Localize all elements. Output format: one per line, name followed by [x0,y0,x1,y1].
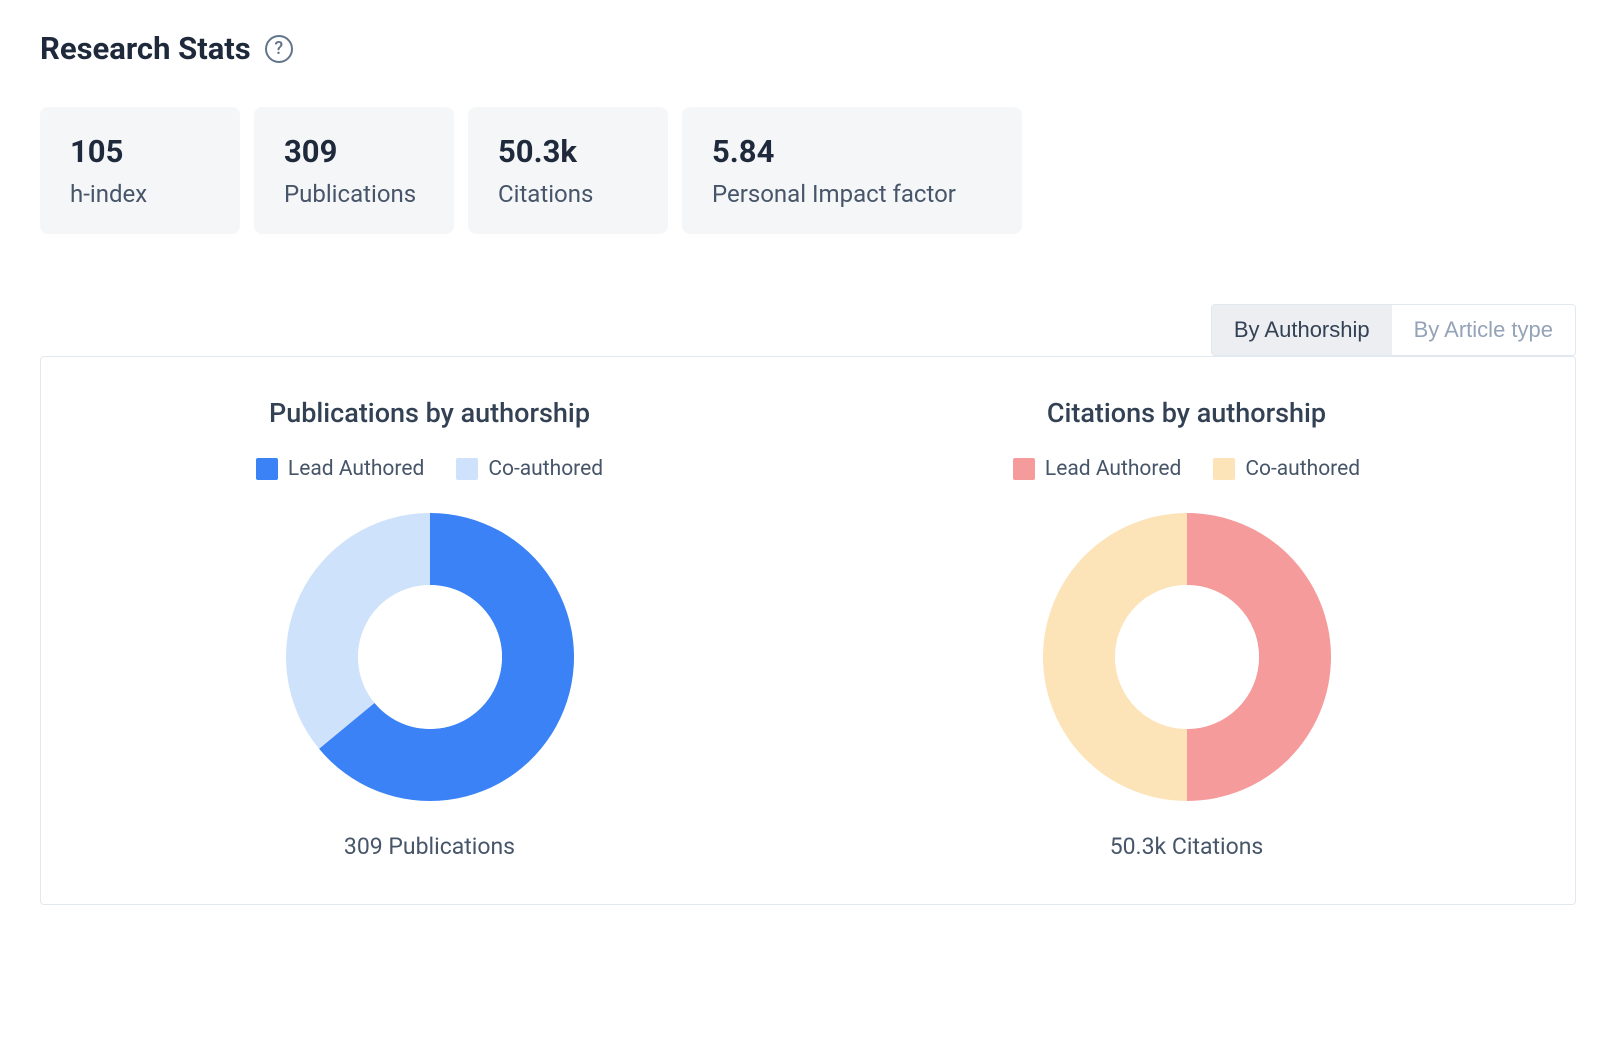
legend-label: Co-authored [488,457,603,481]
legend-swatch [1213,458,1235,480]
chart-publications: Publications by authorship Lead Authored… [71,397,788,860]
page-title: Research Stats [40,30,251,67]
legend-item-co: Co-authored [1213,457,1360,481]
legend-label: Co-authored [1245,457,1360,481]
stat-card-citations[interactable]: 50.3k Citations [468,107,668,234]
donut-chart [280,507,580,807]
chart-caption: 309 Publications [344,833,515,860]
legend-swatch [1013,458,1035,480]
legend-label: Lead Authored [1045,457,1181,481]
legend-item-lead: Lead Authored [256,457,424,481]
tabs-container: By Authorship By Article type [40,304,1576,356]
chart-title: Citations by authorship [1047,397,1326,429]
legend-swatch [256,458,278,480]
stat-label: Personal Impact factor [712,180,992,208]
legend: Lead Authored Co-authored [1013,457,1360,481]
charts-panel: Publications by authorship Lead Authored… [40,356,1576,905]
help-icon[interactable]: ? [265,35,293,63]
donut-svg-publications [280,507,580,807]
tabs: By Authorship By Article type [1211,304,1576,356]
stat-card-hindex[interactable]: 105 h-index [40,107,240,234]
stat-value: 105 [70,133,210,170]
stat-label: h-index [70,180,210,208]
legend: Lead Authored Co-authored [256,457,603,481]
legend-label: Lead Authored [288,457,424,481]
donut-svg-citations [1037,507,1337,807]
stat-label: Citations [498,180,638,208]
chart-title: Publications by authorship [269,397,590,429]
stat-value: 5.84 [712,133,992,170]
legend-item-lead: Lead Authored [1013,457,1181,481]
stats-row: 105 h-index 309 Publications 50.3k Citat… [40,107,1576,234]
legend-item-co: Co-authored [456,457,603,481]
stat-value: 309 [284,133,424,170]
tab-by-authorship[interactable]: By Authorship [1212,305,1392,355]
stat-value: 50.3k [498,133,638,170]
header: Research Stats ? [40,30,1576,67]
chart-caption: 50.3k Citations [1110,833,1264,860]
stat-card-impact-factor[interactable]: 5.84 Personal Impact factor [682,107,1022,234]
stat-label: Publications [284,180,424,208]
legend-swatch [456,458,478,480]
chart-citations: Citations by authorship Lead Authored Co… [828,397,1545,860]
donut-chart [1037,507,1337,807]
stat-card-publications[interactable]: 309 Publications [254,107,454,234]
tab-by-article-type[interactable]: By Article type [1392,305,1575,355]
